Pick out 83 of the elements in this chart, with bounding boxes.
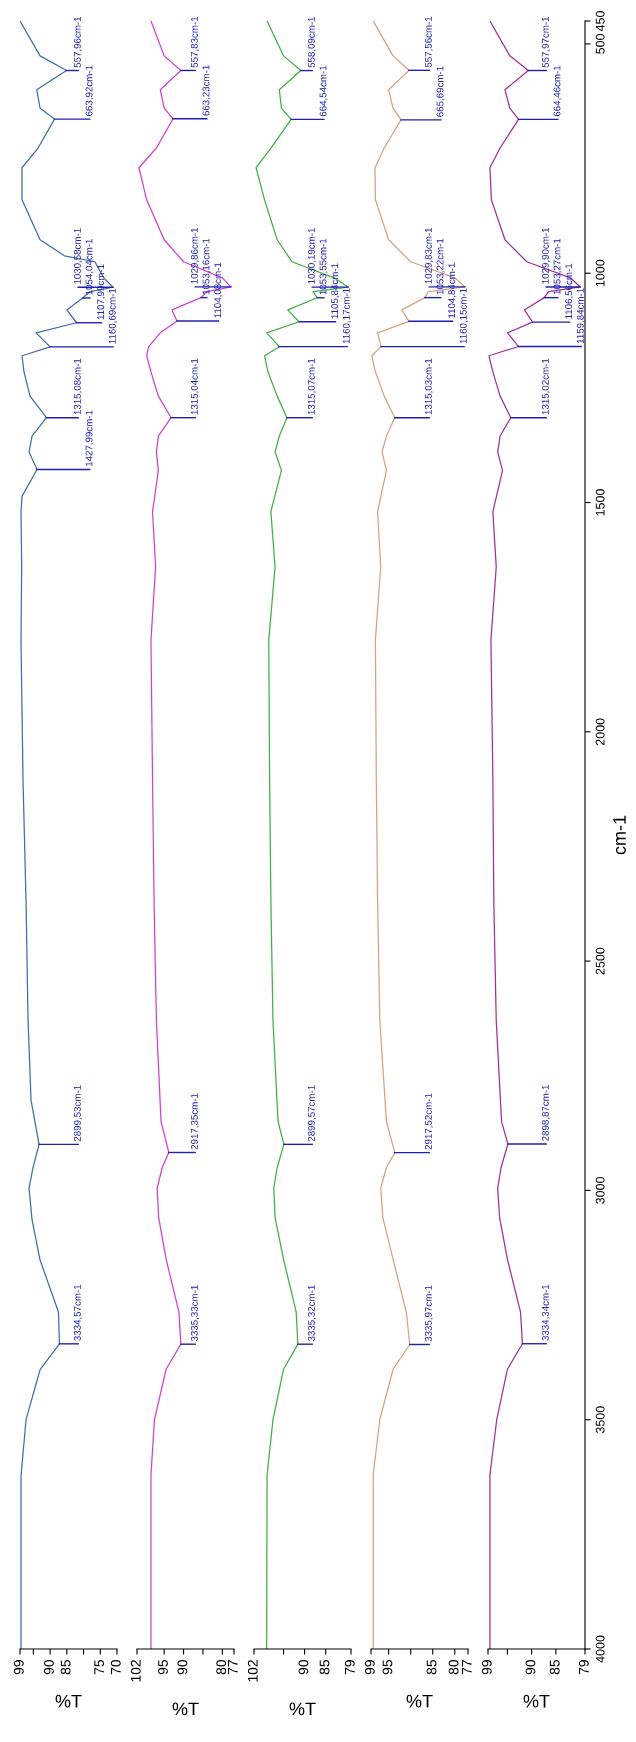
annotation: 664,46cm-1 bbox=[553, 65, 562, 117]
annotation: 3334,34cm-1 bbox=[541, 1284, 550, 1341]
annotation: 1160,17cm-1 bbox=[342, 288, 351, 344]
y-tick-label: 3500 bbox=[595, 1406, 605, 1434]
annotation: 1104,08cm-1 bbox=[214, 262, 223, 318]
x-tick-label: 102 bbox=[247, 1660, 258, 1682]
x-tick-label: 95 bbox=[382, 1660, 393, 1675]
x-axis-title: %T bbox=[289, 1702, 316, 1716]
x-tick-label: 99 bbox=[13, 1660, 24, 1675]
x-tick-label: 90 bbox=[177, 1659, 188, 1675]
x-tick-label: 102 bbox=[130, 1660, 141, 1682]
x-tick-label: 90 bbox=[525, 1659, 536, 1675]
x-tick-label: 90 bbox=[44, 1659, 54, 1675]
x-tick-label: 99 bbox=[364, 1660, 375, 1675]
annotation: 1107,99cm-1 bbox=[97, 264, 106, 320]
annotation: 1159,84cm-1 bbox=[576, 288, 585, 344]
y-tick-label: 1500 bbox=[595, 489, 605, 516]
annotation: 663,23cm-1 bbox=[202, 65, 211, 116]
annotation: 1029,86cm-1 bbox=[190, 227, 199, 284]
x-tick-label: 77 bbox=[462, 1660, 472, 1675]
annotation: 2917,52cm-1 bbox=[424, 1093, 433, 1150]
annotation: 557,83cm-1 bbox=[190, 16, 199, 68]
x-tick-label: 75 bbox=[94, 1660, 104, 1675]
annotation: 1315,08cm-1 bbox=[73, 358, 82, 415]
annotation: 1104,84cm-1 bbox=[448, 263, 457, 318]
x-tick-label: 85 bbox=[60, 1660, 71, 1675]
annotation: 1029,83cm-1 bbox=[424, 227, 433, 284]
annotation: 3335,33cm-1 bbox=[190, 1285, 199, 1342]
y-tick-label: 2500 bbox=[595, 947, 605, 975]
annotation: 2899,53cm-1 bbox=[73, 1085, 82, 1142]
annotation: 2899,57cm-1 bbox=[307, 1085, 316, 1142]
y-axis-title: cm-1 bbox=[613, 815, 626, 855]
x-tick-label: 85 bbox=[549, 1660, 560, 1675]
x-tick-label: 85 bbox=[319, 1660, 330, 1675]
x-tick-label: 90 bbox=[298, 1659, 309, 1675]
annotation: 3334,57cm-1 bbox=[73, 1284, 82, 1341]
x-tick-label: 77 bbox=[228, 1660, 238, 1675]
annotation: 1030,19cm-1 bbox=[307, 228, 316, 284]
x-tick-label: 80 bbox=[448, 1659, 459, 1675]
y-tick-label: 4000 bbox=[595, 1635, 605, 1663]
annotation: 1315,02cm-1 bbox=[541, 358, 550, 415]
y-tick-label: 450 bbox=[595, 11, 605, 32]
annotation: 1427,99cm-1 bbox=[85, 410, 94, 467]
x-tick-label: 95 bbox=[158, 1660, 168, 1675]
annotation: 1053,16cm-1 bbox=[202, 238, 211, 295]
annotation: 558,09cm-1 bbox=[307, 17, 316, 68]
annotation: 3335,32cm-1 bbox=[307, 1285, 316, 1342]
x-tick-label: 99 bbox=[481, 1660, 492, 1675]
annotation: 1106,56cm-1 bbox=[565, 263, 574, 319]
x-axis-title: %T bbox=[523, 1694, 550, 1708]
annotation: 2898,87cm-1 bbox=[541, 1085, 550, 1141]
annotation: 1053,27cm-1 bbox=[553, 238, 562, 295]
x-axis-title: %T bbox=[55, 1694, 82, 1708]
x-tick-label: 79 bbox=[578, 1660, 589, 1675]
annotation: 1030,58cm-1 bbox=[73, 228, 82, 284]
annotation: 3335,97cm-1 bbox=[424, 1285, 433, 1342]
annotation: 1054,04cm-1 bbox=[85, 239, 94, 295]
annotation: 1160,69cm-1 bbox=[108, 288, 117, 344]
annotation: 1053,55cm-1 bbox=[319, 238, 328, 295]
y-tick-label: 3000 bbox=[595, 1176, 605, 1204]
x-tick-label: 85 bbox=[426, 1660, 437, 1675]
annotation: 1160,15cm-1 bbox=[459, 288, 468, 344]
x-tick-label: 80 bbox=[216, 1659, 227, 1675]
annotation: 557,56cm-1 bbox=[424, 16, 433, 68]
x-axis-title: %T bbox=[172, 1702, 199, 1716]
annotation: 1315,03cm-1 bbox=[424, 358, 433, 415]
annotation: 1105,84cm-1 bbox=[331, 263, 340, 319]
annotation: 1029,90cm-1 bbox=[541, 227, 550, 284]
y-tick-label: 2000 bbox=[595, 718, 605, 746]
y-tick-label: 500 bbox=[595, 33, 605, 54]
annotation: 557,96cm-1 bbox=[73, 16, 82, 68]
annotation: 1053,22cm-1 bbox=[436, 238, 445, 295]
y-tick-label: 1000 bbox=[595, 259, 605, 287]
x-tick-label: 70 bbox=[110, 1659, 121, 1675]
annotation: 663,92cm-1 bbox=[85, 65, 94, 116]
x-axis-title: %T bbox=[406, 1694, 433, 1708]
annotation: 665,69cm-1 bbox=[436, 66, 445, 117]
x-tick-label: 79 bbox=[344, 1660, 355, 1675]
annotation: 1315,04cm-1 bbox=[190, 358, 199, 415]
annotation: 557,97cm-1 bbox=[541, 16, 550, 68]
annotation: 1315,07cm-1 bbox=[307, 358, 316, 415]
annotation: 2917,35cm-1 bbox=[190, 1093, 199, 1150]
annotation: 664,54cm-1 bbox=[319, 65, 328, 117]
